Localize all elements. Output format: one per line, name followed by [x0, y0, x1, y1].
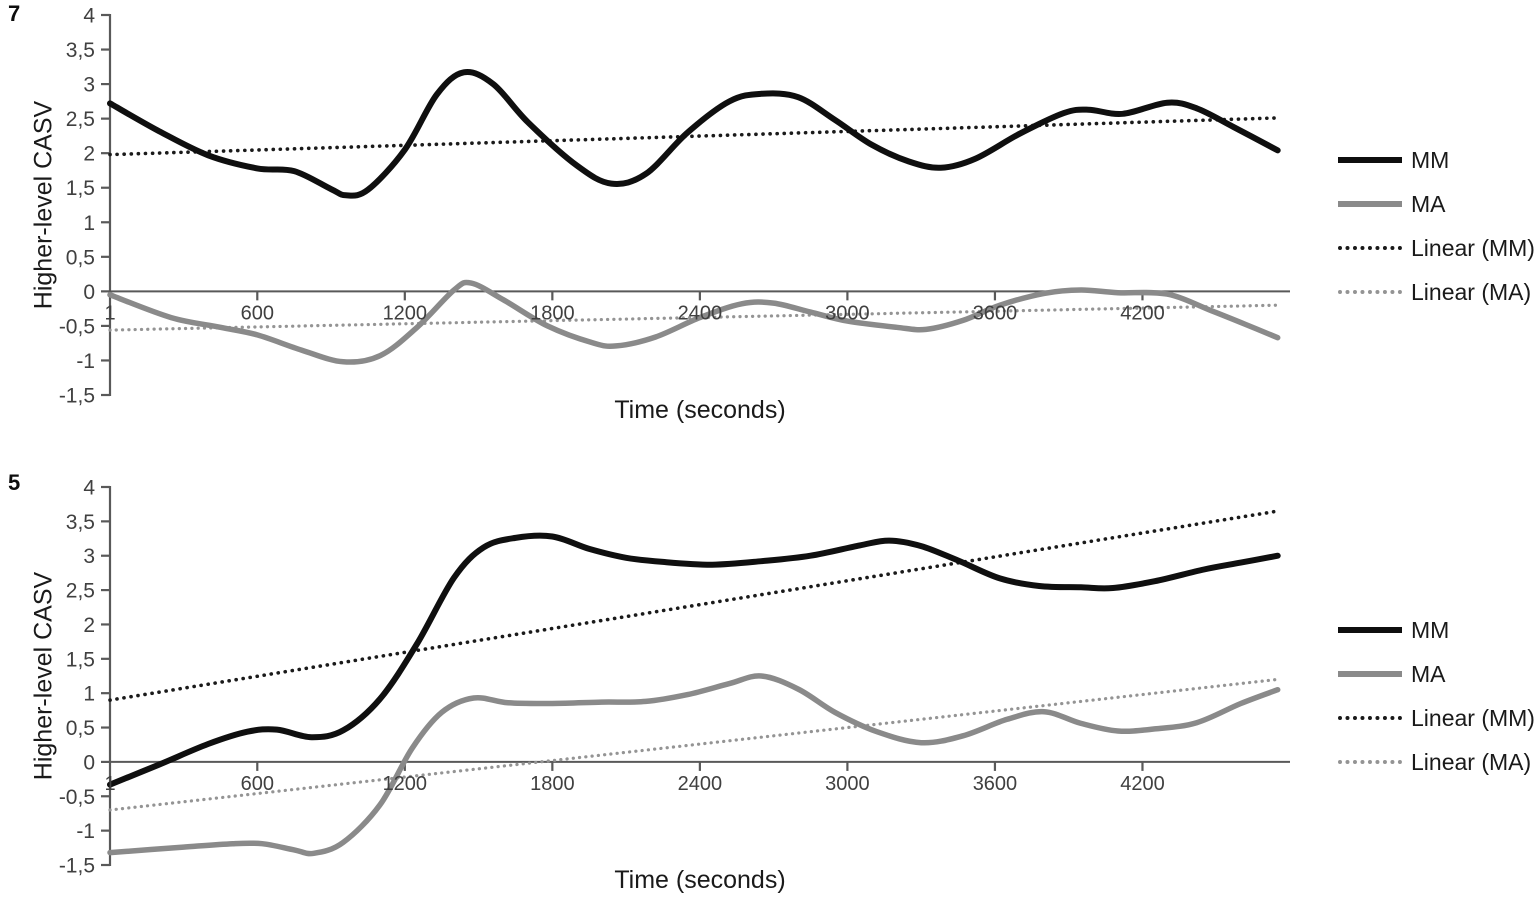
- panel-label-top: 7: [8, 1, 21, 26]
- x-tick-label: 1800: [530, 773, 575, 795]
- legend-item-label: Linear (MM): [1411, 234, 1535, 261]
- x-axis-title-top: Time (seconds): [614, 396, 786, 424]
- mm-line-swatch-icon: [1338, 157, 1402, 163]
- legend-item-linear-mm: Linear (MM): [1338, 226, 1535, 270]
- x-tick-label: 3000: [825, 302, 870, 324]
- y-tick-label: 4: [83, 5, 95, 28]
- chart-plot-bottom: 4 3,5 3 2,5 2 1,5 1 0,5 0 -0,5 -1 -1,5 1 600 1200 1800 2…: [59, 477, 1290, 878]
- y-tick-label: 1,5: [66, 177, 95, 200]
- legend-item-label: MA: [1411, 660, 1446, 687]
- y-tick-label: 0,5: [66, 717, 95, 740]
- y-tick-label: -1: [76, 350, 95, 373]
- legend-item-mm: MM: [1338, 608, 1535, 652]
- series-mm-line: [107, 68, 1281, 199]
- y-tick-label: 4: [83, 477, 95, 500]
- legend-item-ma: MA: [1338, 182, 1535, 226]
- y-tick-label: 3,5: [66, 39, 95, 62]
- panel-label-bottom: 5: [8, 470, 21, 495]
- legend-item-label: MM: [1411, 146, 1450, 173]
- legend-top: MM MA Linear (MM) Linear (MA): [1338, 138, 1535, 314]
- x-tick-label: 1: [104, 302, 115, 324]
- ma-line-swatch-icon: [1338, 201, 1402, 207]
- x-tick-label: 4200: [1120, 773, 1165, 795]
- x-tick-label: 1: [104, 773, 115, 795]
- legend-bottom: MM MA Linear (MM) Linear (MA): [1338, 608, 1535, 784]
- legend-item-label: Linear (MA): [1411, 278, 1532, 305]
- linear-mm-line-swatch-icon: [1338, 716, 1402, 720]
- y-tick-label: -1,5: [59, 855, 95, 878]
- legend-item-linear-ma: Linear (MA): [1338, 270, 1535, 314]
- series-linear-mm-line: [108, 509, 1280, 702]
- legend-item-label: MM: [1411, 616, 1450, 643]
- y-tick-label: 1: [83, 212, 95, 235]
- legend-item-ma: MA: [1338, 652, 1535, 696]
- x-tick-label: 2400: [678, 302, 723, 324]
- y-tick-label: 2: [83, 614, 95, 637]
- y-tick-label: 1: [83, 683, 95, 706]
- linear-ma-line-swatch-icon: [1338, 290, 1402, 294]
- y-tick-label: 3: [83, 545, 95, 568]
- y-tick-label: 3,5: [66, 511, 95, 534]
- series-linear-mm-line: [108, 116, 1280, 157]
- y-tick-label: 2,5: [66, 108, 95, 131]
- x-tick-label: 3600: [973, 773, 1018, 795]
- y-tick-label: 0: [83, 751, 95, 774]
- chart-plot-top: 4 3,5 3 2,5 2 1,5 1 0,5 0 -0,5 -1 -1,5 1 600 1200 1800 2…: [59, 5, 1290, 408]
- y-tick-label: 3: [83, 74, 95, 97]
- x-tick-label: 2400: [678, 773, 723, 795]
- legend-item-label: MA: [1411, 190, 1446, 217]
- series-mm-line: [107, 532, 1281, 788]
- legend-item-mm: MM: [1338, 138, 1535, 182]
- y-tick-label: -1,5: [59, 385, 95, 408]
- x-tick-label: 4200: [1120, 302, 1165, 324]
- linear-mm-line-swatch-icon: [1338, 246, 1402, 250]
- legend-item-label: Linear (MA): [1411, 748, 1532, 775]
- legend-item-linear-mm: Linear (MM): [1338, 696, 1535, 740]
- legend-item-linear-ma: Linear (MA): [1338, 740, 1535, 784]
- x-axis-title-bottom: Time (seconds): [614, 866, 786, 894]
- ma-line-swatch-icon: [1338, 671, 1402, 677]
- linear-ma-line-swatch-icon: [1338, 760, 1402, 764]
- x-tick-label: 3600: [973, 302, 1018, 324]
- mm-line-swatch-icon: [1338, 627, 1402, 633]
- x-tick-label: 1200: [383, 773, 428, 795]
- y-tick-label: -1: [76, 820, 95, 843]
- series-ma-line: [107, 279, 1281, 365]
- y-tick-label: -0,5: [59, 786, 95, 809]
- x-tick-label: 1200: [383, 302, 428, 324]
- series-ma-line: [107, 673, 1281, 857]
- y-tick-label: 2: [83, 143, 95, 166]
- series-linear-ma-line: [108, 677, 1280, 812]
- x-tick-label: 1800: [530, 302, 575, 324]
- y-tick-label: -0,5: [59, 315, 95, 338]
- x-tick-label: 600: [241, 773, 274, 795]
- x-tick-label: 600: [241, 302, 274, 324]
- y-tick-label: 1,5: [66, 648, 95, 671]
- x-tick-label: 3000: [825, 773, 870, 795]
- y-tick-label: 0: [83, 281, 95, 304]
- y-tick-label: 0,5: [66, 246, 95, 269]
- y-tick-label: 2,5: [66, 580, 95, 603]
- legend-item-label: Linear (MM): [1411, 704, 1535, 731]
